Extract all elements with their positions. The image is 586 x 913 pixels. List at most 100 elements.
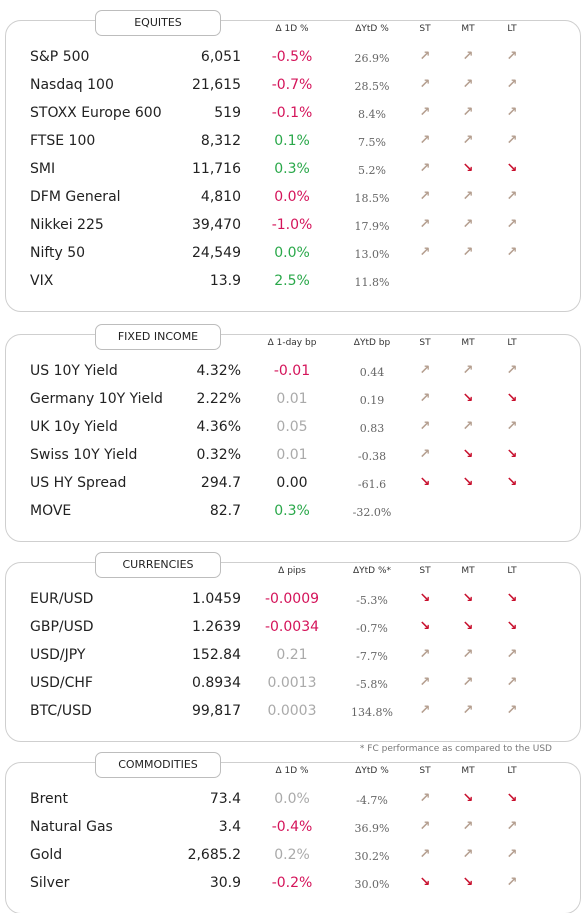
row-ytd: 30.0% — [354, 878, 390, 891]
trend-arrow: ↗ — [462, 49, 474, 64]
trend-arrow: ↗ — [506, 217, 518, 232]
row-change: -0.4% — [271, 819, 313, 835]
trend-arrow: ↗ — [506, 675, 518, 690]
trend-arrow: ↗ — [462, 245, 474, 260]
row-ytd: -0.7% — [356, 622, 388, 635]
row-value: 152.84 — [192, 647, 241, 663]
row-ytd: -4.7% — [356, 794, 388, 807]
footnote: * FC performance as compared to the USD — [359, 744, 552, 754]
trend-arrow: ↗ — [419, 105, 431, 120]
row-name: Nasdaq 100 — [30, 77, 114, 93]
row-ytd: 0.19 — [359, 394, 385, 407]
trend-arrow: ↗ — [506, 647, 518, 662]
row-name: GBP/USD — [30, 619, 94, 635]
trend-arrow: ↗ — [419, 703, 431, 718]
row-change: 0.01 — [276, 391, 308, 407]
trend-arrow: ↗ — [462, 819, 474, 834]
row-change: 0.00 — [276, 475, 308, 491]
trend-arrow: ↘ — [462, 791, 474, 806]
trend-arrow: ↘ — [462, 161, 474, 176]
row-ytd: 5.2% — [358, 164, 386, 177]
row-ytd: 13.0% — [354, 248, 390, 261]
column-header: ΔYtD %* — [352, 566, 392, 576]
column-header: MT — [461, 566, 475, 576]
row-value: 2.22% — [196, 391, 241, 407]
row-value: 8,312 — [200, 133, 241, 149]
row-name: Gold — [30, 847, 63, 863]
trend-arrow: ↘ — [462, 475, 474, 490]
trend-arrow: ↘ — [462, 875, 474, 890]
row-change: -0.1% — [271, 105, 313, 121]
section-box — [5, 562, 581, 742]
trend-arrow: ↗ — [506, 819, 518, 834]
row-name: US HY Spread — [30, 475, 127, 491]
section-title: CURRENCIES — [95, 552, 221, 578]
trend-arrow: ↗ — [506, 419, 518, 434]
row-change: -0.7% — [271, 77, 313, 93]
row-name: USD/JPY — [30, 647, 86, 663]
trend-arrow: ↗ — [462, 675, 474, 690]
trend-arrow: ↗ — [462, 105, 474, 120]
trend-arrow: ↗ — [506, 363, 518, 378]
row-name: US 10Y Yield — [30, 363, 118, 379]
trend-arrow: ↗ — [506, 77, 518, 92]
row-value: 3.4 — [218, 819, 241, 835]
row-name: Nifty 50 — [30, 245, 86, 261]
trend-arrow: ↘ — [506, 475, 518, 490]
column-header: MT — [461, 24, 475, 34]
column-header: LT — [507, 338, 517, 348]
row-ytd: -0.38 — [357, 450, 387, 463]
trend-arrow: ↘ — [462, 447, 474, 462]
row-name: MOVE — [30, 503, 72, 519]
trend-arrow: ↗ — [462, 363, 474, 378]
row-value: 21,615 — [192, 77, 241, 93]
row-change: 0.0% — [274, 245, 310, 261]
row-name: EUR/USD — [30, 591, 94, 607]
row-value: 519 — [214, 105, 241, 121]
column-header: ST — [419, 566, 431, 576]
trend-arrow: ↗ — [462, 217, 474, 232]
trend-arrow: ↗ — [506, 49, 518, 64]
row-ytd: 17.9% — [354, 220, 390, 233]
row-value: 6,051 — [200, 49, 241, 65]
row-ytd: -61.6 — [357, 478, 387, 491]
row-ytd: 28.5% — [354, 80, 390, 93]
row-value: 1.2639 — [192, 619, 241, 635]
column-header: Δ 1D % — [275, 24, 309, 34]
row-change: 2.5% — [274, 273, 310, 289]
row-name: S&P 500 — [30, 49, 90, 65]
row-ytd: 134.8% — [351, 706, 393, 719]
column-header: LT — [507, 766, 517, 776]
column-header: ST — [419, 24, 431, 34]
trend-arrow: ↘ — [419, 875, 431, 890]
row-value: 30.9 — [209, 875, 241, 891]
row-name: UK 10y Yield — [30, 419, 118, 435]
row-value: 11,716 — [192, 161, 241, 177]
column-header: ST — [419, 766, 431, 776]
row-value: 99,817 — [192, 703, 241, 719]
section-title: COMMODITIES — [95, 752, 221, 778]
row-value: 4.36% — [196, 419, 241, 435]
row-value: 2,685.2 — [187, 847, 241, 863]
trend-arrow: ↗ — [419, 49, 431, 64]
row-name: BTC/USD — [30, 703, 92, 719]
row-change: 0.01 — [276, 447, 308, 463]
trend-arrow: ↗ — [462, 703, 474, 718]
row-name: SMI — [30, 161, 56, 177]
row-name: Silver — [30, 875, 70, 891]
row-change: 0.21 — [276, 647, 308, 663]
trend-arrow: ↗ — [506, 703, 518, 718]
row-value: 82.7 — [209, 503, 241, 519]
row-name: DFM General — [30, 189, 121, 205]
trend-arrow: ↗ — [419, 819, 431, 834]
column-header: ΔYtD bp — [353, 338, 391, 348]
row-change: 0.05 — [276, 419, 308, 435]
row-name: Swiss 10Y Yield — [30, 447, 138, 463]
row-ytd: 30.2% — [354, 850, 390, 863]
trend-arrow: ↘ — [506, 591, 518, 606]
row-value: 13.9 — [209, 273, 241, 289]
row-ytd: 7.5% — [358, 136, 386, 149]
row-name: Brent — [30, 791, 69, 807]
section-box — [5, 20, 581, 312]
